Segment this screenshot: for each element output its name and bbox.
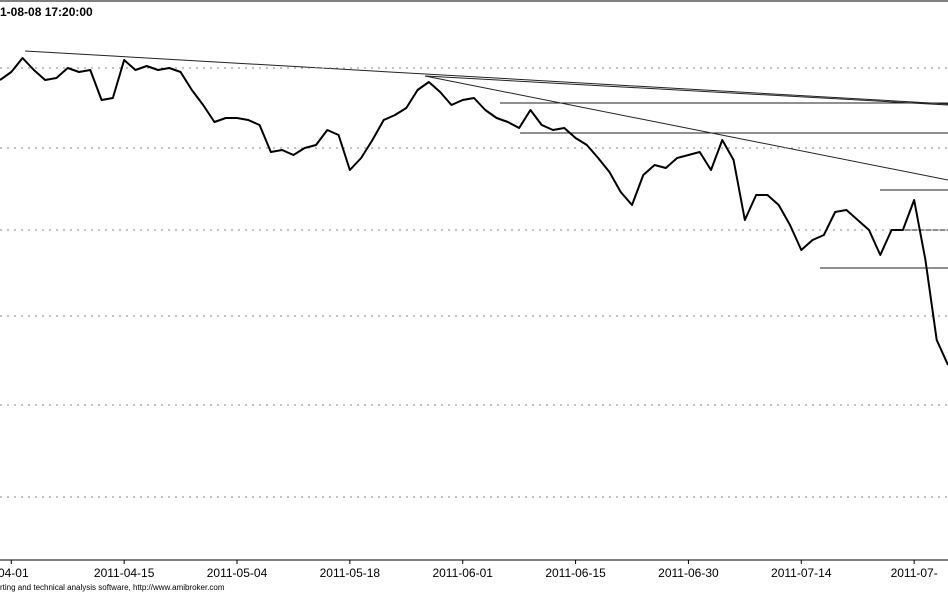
x-tick-label: -04-01 [0, 566, 29, 580]
x-tick-label: 2011-06-01 [432, 566, 493, 580]
x-tick-label: 2011-05-04 [207, 566, 268, 580]
chart-title: 1-08-08 17:20:00 [0, 5, 93, 19]
trend-line [424, 75, 948, 181]
footer: rting and technical analysis software, h… [0, 583, 225, 592]
x-tick-label: 2011-07- [891, 566, 938, 580]
price-line [0, 57, 948, 366]
trend-line [424, 75, 948, 106]
x-tick-label: 2011-06-15 [545, 566, 606, 580]
trend-lines [24, 50, 948, 269]
x-tick-label: 2011-06-30 [658, 566, 719, 580]
x-tick-label: 2011-05-18 [320, 566, 381, 580]
x-tick-label: 2011-04-15 [94, 566, 155, 580]
trend-line [24, 50, 948, 105]
x-tick-label: 2011-07-14 [771, 566, 832, 580]
